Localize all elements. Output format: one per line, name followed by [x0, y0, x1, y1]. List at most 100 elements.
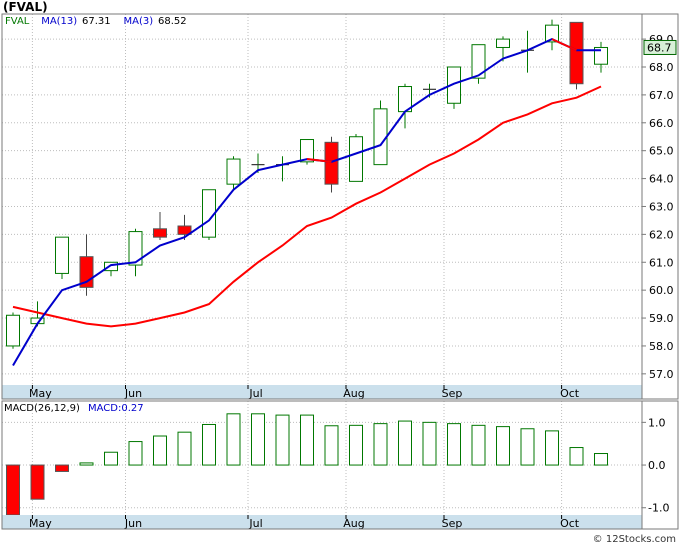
macd-bar	[202, 423, 216, 466]
candle	[153, 212, 167, 240]
candle	[226, 156, 241, 190]
macd-frame	[1, 400, 679, 530]
candle-body	[128, 231, 143, 266]
macd-month-label: Jul	[248, 517, 262, 530]
macd-bar	[226, 413, 241, 466]
candle	[55, 236, 69, 279]
price-y-tick-label: 61.0	[649, 256, 674, 269]
macd-bar	[153, 435, 167, 466]
candle	[104, 261, 118, 277]
price-month-label: Jun	[124, 387, 142, 400]
price-y-tick-label: 65.0	[649, 145, 674, 158]
chart-title: (FVAL)	[3, 0, 48, 14]
price-month-label: Sep	[442, 387, 463, 400]
macd-bar	[569, 447, 584, 466]
candle	[128, 228, 143, 277]
candle	[300, 139, 314, 165]
macd-bar	[324, 425, 339, 466]
current-price-label: 68.7	[647, 41, 672, 54]
legend-item: FVAL	[5, 16, 30, 27]
macd-month-label: Oct	[560, 517, 580, 530]
macd-bar	[30, 464, 45, 500]
current-price-box	[643, 39, 677, 55]
candle-body	[177, 225, 192, 235]
macd-y-tick-label: -1.0	[648, 502, 669, 515]
price-y-tick-label: 63.0	[649, 200, 674, 213]
macd-bar	[55, 464, 69, 472]
candle-body	[153, 228, 167, 238]
macd-panel: -1.0 0.0 1.0 May Jun Jul Aug Sep Oct MACD(26,12,9…	[1, 400, 679, 530]
macd-bar	[471, 424, 486, 466]
candle-body	[447, 66, 461, 104]
macd-bar	[398, 420, 412, 466]
macd-month-labels: May Jun Jul Aug Sep Oct	[29, 515, 580, 530]
price-y-tick-label: 57.0	[649, 368, 674, 381]
macd-bar	[422, 421, 437, 466]
ma13-down-segment	[551, 38, 577, 52]
price-month-label: Jul	[248, 387, 262, 400]
price-y-tick-label: 66.0	[649, 117, 674, 130]
candle-body	[324, 141, 339, 185]
price-y-tick-label: 68.0	[649, 61, 674, 74]
macd-bar	[349, 424, 363, 466]
legend-item: MA(3)	[124, 16, 154, 27]
candle	[324, 136, 339, 193]
candle	[373, 100, 388, 166]
price-month-label: Aug	[343, 387, 364, 400]
candle-body	[496, 38, 510, 48]
macd-bar	[447, 423, 461, 466]
price-x-axis-strip	[2, 385, 642, 399]
macd-legend-label: MACD:0.27	[88, 403, 144, 414]
price-y-axis-bg	[642, 14, 678, 385]
candle-body	[594, 46, 608, 65]
candle-body	[226, 158, 241, 185]
ma13-down-segment	[306, 158, 332, 163]
candle	[569, 21, 584, 90]
macd-bar	[373, 423, 388, 466]
candle	[6, 312, 20, 349]
candle	[471, 44, 486, 84]
macd-bar	[275, 414, 290, 466]
price-month-label: Oct	[560, 387, 580, 400]
macd-x-axis-strip	[2, 515, 642, 529]
legend-value: 68.52	[158, 16, 187, 27]
macd-month-label: Sep	[442, 517, 463, 530]
macd-month-label: Aug	[343, 517, 364, 530]
candle	[447, 66, 461, 109]
candle	[545, 19, 559, 51]
candle-body	[471, 44, 486, 79]
candle	[349, 133, 363, 182]
macd-bar	[104, 451, 118, 466]
macd-bars	[6, 413, 608, 516]
candle-body	[6, 314, 20, 347]
ma3-line	[12, 85, 602, 328]
candle-body	[545, 24, 559, 43]
candles	[6, 19, 608, 349]
price-month-label: May	[29, 387, 52, 400]
macd-bar	[300, 414, 314, 466]
macd-bar	[594, 453, 608, 466]
macd-bar	[520, 428, 535, 466]
price-y-ticks: 57.0 58.0 59.0 60.0 61.0 62.0 63.0 64.0 65.0 66.0…	[642, 33, 674, 381]
price-y-tick-label: 62.0	[649, 228, 674, 241]
macd-bar	[251, 413, 265, 466]
candle-body	[569, 21, 584, 85]
price-y-tick-label: 59.0	[649, 312, 674, 325]
candle	[423, 83, 436, 98]
price-frame	[1, 13, 679, 400]
macd-bar	[177, 431, 192, 466]
price-y-tick-label: 60.0	[649, 284, 674, 297]
legend-value: 67.31	[82, 16, 111, 27]
macd-month-label: May	[29, 517, 52, 530]
candle-body	[373, 108, 388, 166]
candle-body	[300, 139, 314, 163]
legend-item: MA(13)	[41, 16, 77, 27]
candle	[251, 153, 265, 173]
macd-bar	[545, 430, 559, 466]
macd-y-tick-label: 0.0	[648, 459, 666, 472]
price-y-tick-label: 67.0	[649, 89, 674, 102]
price-y-tick-label: 64.0	[649, 173, 674, 186]
macd-bar	[496, 426, 510, 466]
